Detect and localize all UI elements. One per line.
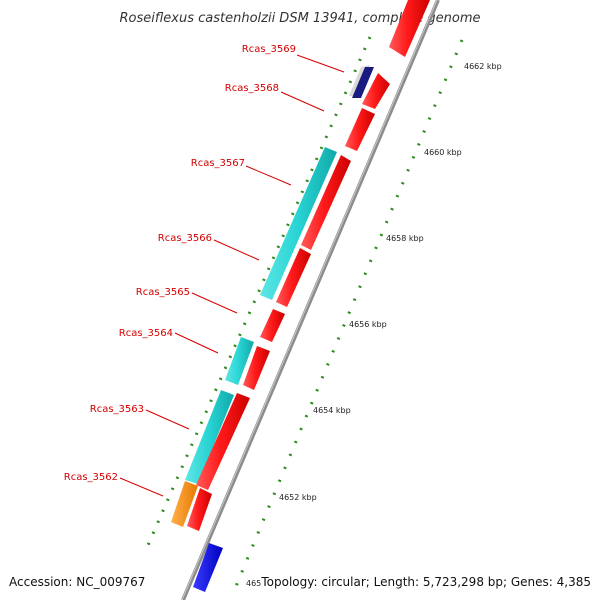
gene-label[interactable]: Rcas_3563: [90, 404, 144, 415]
cds-forward-rcas-3568[interactable]: [362, 73, 390, 109]
genome-backbone-highlight: [181, 0, 438, 600]
leader-line: [119, 477, 164, 497]
genome-backbone: [181, 0, 440, 600]
leader-line: [145, 409, 190, 430]
cds-reverse-rcas-3564[interactable]: [225, 337, 254, 385]
scale-ticks: 4662 kbp 4660 kbp 4658 kbp 4656 kbp 4654…: [246, 62, 502, 588]
cds-forward-rcas-3565[interactable]: [260, 309, 285, 342]
leader-line: [280, 91, 325, 112]
leader-line: [191, 292, 238, 314]
cds-forward-rcas-3564[interactable]: [243, 346, 270, 390]
cds-forward-blue[interactable]: [193, 543, 223, 592]
genome-title: Roseiflexus castenholzii DSM 13941, comp…: [120, 11, 481, 26]
outer-feature-track: [187, 0, 430, 592]
cds-reverse-rcas-3567-3566[interactable]: [260, 147, 337, 300]
gene-label[interactable]: Rcas_3569: [242, 44, 296, 55]
leader-line: [296, 54, 345, 73]
gene-label[interactable]: Rcas_3565: [136, 287, 190, 298]
cds-reverse-rcas-3563[interactable]: [185, 390, 234, 484]
gene-label[interactable]: Rcas_3562: [64, 472, 118, 483]
cds-forward-rcas-3563[interactable]: [196, 393, 250, 490]
topology-label: Topology: circular; Length: 5,723,298 bp…: [260, 575, 591, 589]
scale-tick-label: 4658 kbp: [386, 234, 424, 243]
leader-line: [213, 239, 260, 261]
cds-reverse-rcas-3569-core[interactable]: [352, 67, 374, 98]
scale-tick-label: 4652 kbp: [279, 493, 317, 502]
cds-forward-rcas-3566[interactable]: [276, 248, 311, 307]
cds-forward-rcas-3567[interactable]: [301, 155, 351, 250]
cds-forward-top[interactable]: [389, 0, 430, 57]
gene-labels: Rcas_3569 Rcas_3568 Rcas_3567 Rcas_3566 …: [64, 44, 345, 497]
gc-track-outer: [230, 39, 464, 597]
scale-tick-label: 465: [246, 579, 261, 588]
gene-label[interactable]: Rcas_3568: [225, 83, 279, 94]
scale-tick-label: 4654 kbp: [313, 406, 351, 415]
scale-tick-label: 4660 kbp: [424, 148, 462, 157]
cds-forward-rcas-3562[interactable]: [187, 488, 212, 531]
cds-forward-rcas-3568b[interactable]: [345, 108, 375, 151]
scale-tick-label: 4662 kbp: [464, 62, 502, 71]
inner-feature-track: [171, 65, 374, 527]
cds-reverse-rcas-3562[interactable]: [171, 481, 198, 527]
gene-label[interactable]: Rcas_3566: [158, 233, 212, 244]
gene-label[interactable]: Rcas_3564: [119, 328, 173, 339]
gene-label[interactable]: Rcas_3567: [191, 158, 245, 169]
leader-line: [174, 332, 219, 354]
accession-label: Accession: NC_009767: [9, 575, 145, 589]
gc-track-inner: [143, 36, 372, 553]
scale-tick-label: 4656 kbp: [349, 320, 387, 329]
accession-background: [6, 573, 146, 591]
topology-background: [286, 573, 598, 591]
leader-line: [245, 165, 292, 186]
